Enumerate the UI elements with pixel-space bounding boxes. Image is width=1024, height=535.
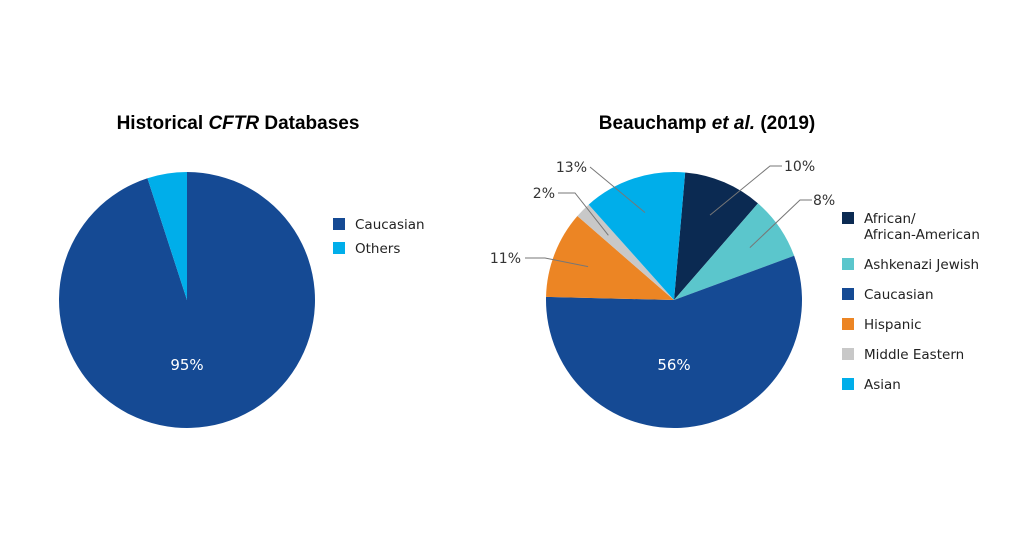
legend-swatch-ashkenazi-jewish <box>842 258 854 270</box>
legend-swatch-others <box>333 242 345 254</box>
legend-label-african-african-american: African/African-American <box>864 211 980 243</box>
slice-others <box>147 172 187 300</box>
slice-hispanic <box>546 216 674 300</box>
legend-label-others: Others <box>355 241 400 257</box>
legend-swatch-middle-eastern <box>842 348 854 360</box>
legend-swatch-caucasian <box>842 288 854 300</box>
slice-label-caucasian: 56% <box>657 356 690 374</box>
leader-line <box>589 166 646 213</box>
legend-swatch-caucasian <box>333 218 345 230</box>
legend-label-caucasian: Caucasian <box>355 217 425 233</box>
slice-label-hispanic: 11% <box>490 251 521 267</box>
slice-african-african-american <box>674 172 758 300</box>
slice-label-ashkenazi-jewish: 8% <box>813 193 835 209</box>
slice-label-asian: 13% <box>556 160 587 176</box>
slice-caucasian <box>59 172 316 428</box>
slice-middle-eastern <box>577 204 674 300</box>
legend-swatch-asian <box>842 378 854 390</box>
legend-label-middle-eastern: Middle Eastern <box>864 347 964 363</box>
legend-label-asian: Asian <box>864 377 901 393</box>
slice-label-middle-eastern: 2% <box>533 186 555 202</box>
slice-asian <box>588 172 686 300</box>
slice-caucasian <box>546 255 803 428</box>
right-chart-title: Beauchamp et al. (2019) <box>599 113 816 134</box>
legend-label-hispanic: Hispanic <box>864 317 922 333</box>
left-chart-title: Historical CFTR Databases <box>117 113 360 134</box>
leader-line <box>709 165 782 216</box>
legend-label-caucasian: Caucasian <box>864 287 934 303</box>
slice-ashkenazi-jewish <box>674 203 795 300</box>
slice-label-caucasian: 95% <box>170 356 203 374</box>
legend-label-ashkenazi-jewish: Ashkenazi Jewish <box>864 257 979 273</box>
leader-line <box>558 192 609 236</box>
leader-line <box>749 199 812 249</box>
legend-swatch-african-african-american <box>842 212 854 224</box>
leader-line <box>525 257 589 268</box>
slice-label-african-african-american: 10% <box>784 159 815 175</box>
legend-swatch-hispanic <box>842 318 854 330</box>
